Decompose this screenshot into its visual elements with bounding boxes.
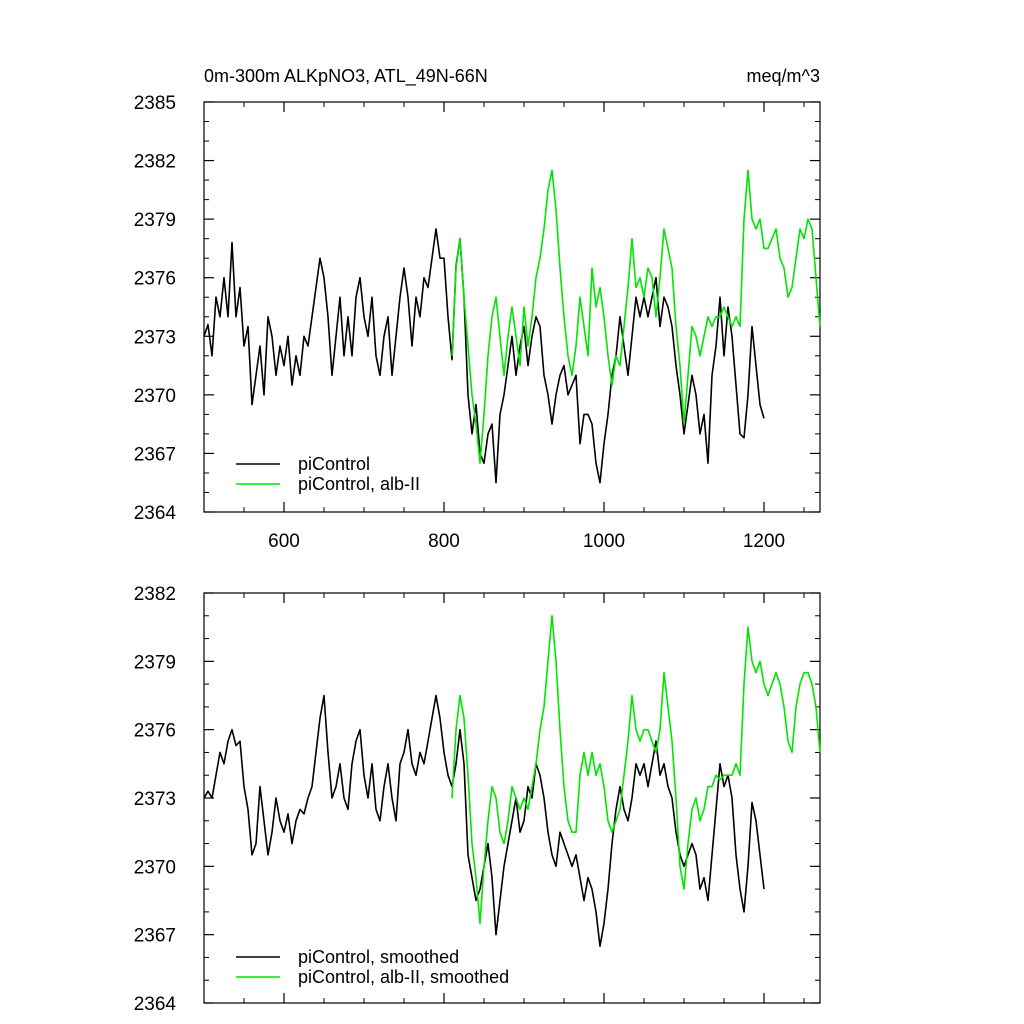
chart-title: 0m-300m ALKpNO3, ATL_49N-66N <box>204 66 488 87</box>
legend-label: piControl <box>298 454 370 474</box>
series-line-alb-ii <box>451 169 821 464</box>
series-line-control <box>203 228 765 484</box>
panel-2: 2364 2367 2370 2373 2376 2379 2382 piControl, s… <box>134 584 821 1015</box>
x-tick-label: 600 <box>268 531 300 552</box>
y-tick-label: 2370 <box>134 386 176 407</box>
y-tick-label: 2367 <box>134 444 176 465</box>
legend-label: piControl, alb-II, smoothed <box>298 967 509 987</box>
y-tick-label: 2376 <box>134 269 176 290</box>
series-line-alb-ii <box>451 615 821 925</box>
y-tick-label: 2373 <box>134 789 176 810</box>
plot-panels: 600 800 1000 120023642367237023732376237923… <box>134 93 821 1015</box>
y-tick-label: 2379 <box>134 210 176 231</box>
legend-label: piControl, smoothed <box>298 947 459 967</box>
y-tick-label: 2376 <box>134 721 176 742</box>
y-tick-label: 2385 <box>134 93 176 114</box>
series-line-control <box>203 694 765 947</box>
panel-1: 600 800 1000 1200 2364 2367 2370 2373 2376 2379 23… <box>134 93 821 552</box>
y-tick-label: 2370 <box>134 857 176 878</box>
y-tick-label: 2373 <box>134 327 176 348</box>
units-label: meq/m^3 <box>747 66 820 86</box>
y-tick-label: 2382 <box>134 584 176 605</box>
x-tick-label: 1200 <box>743 531 785 552</box>
plot-frame <box>203 101 821 513</box>
y-tick-label: 2382 <box>134 152 176 173</box>
y-tick-label: 2364 <box>134 994 177 1015</box>
x-tick-label: 1000 <box>583 531 625 552</box>
y-tick-label: 2364 <box>134 503 177 524</box>
x-tick-label: 800 <box>428 531 460 552</box>
plot-frame <box>203 592 821 1004</box>
y-tick-label: 2379 <box>134 652 176 673</box>
legend-label: piControl, alb-II <box>298 474 420 494</box>
y-tick-label: 2367 <box>134 926 176 947</box>
